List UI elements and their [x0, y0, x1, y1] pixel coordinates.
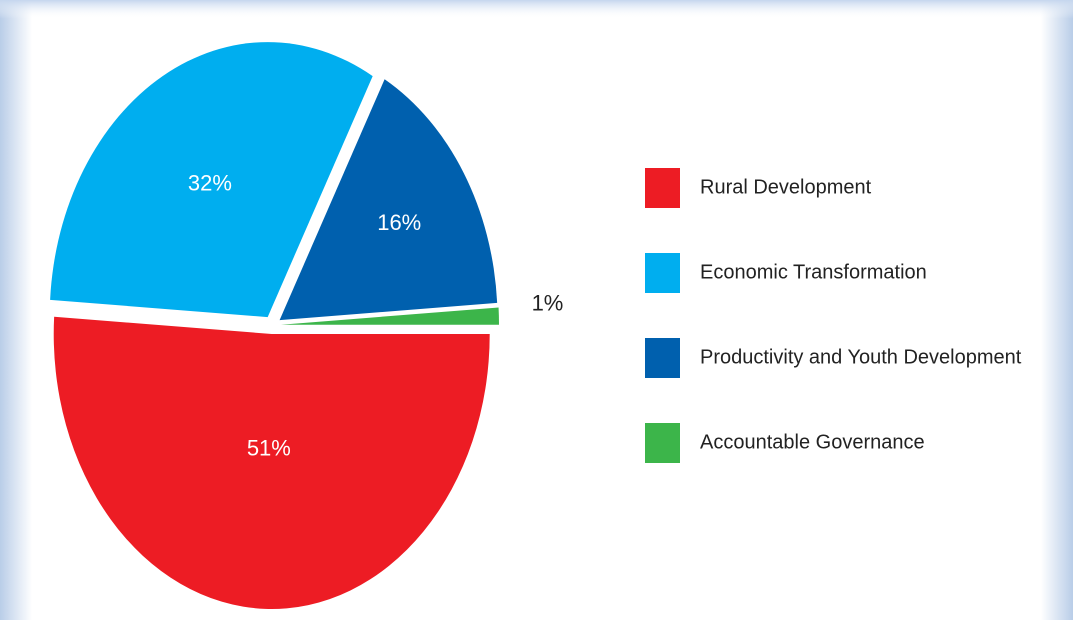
legend-label: Productivity and Youth Development: [700, 346, 1022, 368]
pie-slice: [53, 316, 490, 609]
data-label: 32%: [188, 170, 232, 195]
data-label: 51%: [247, 435, 291, 460]
data-label: 16%: [377, 210, 421, 235]
legend-label: Economic Transformation: [700, 261, 927, 283]
data-label: 1%: [532, 291, 564, 316]
legend-label: Rural Development: [700, 176, 872, 198]
legend-swatch: [645, 168, 680, 208]
pie-slice: [50, 42, 373, 318]
legend-swatch: [645, 423, 680, 463]
pie-slice: [280, 307, 499, 325]
legend-swatch: [645, 253, 680, 293]
legend-swatch: [645, 338, 680, 378]
legend-label: Accountable Governance: [700, 431, 925, 453]
pie-slice: [279, 79, 498, 321]
